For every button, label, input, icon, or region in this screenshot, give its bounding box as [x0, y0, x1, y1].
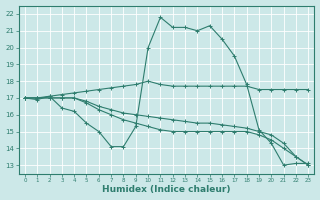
X-axis label: Humidex (Indice chaleur): Humidex (Indice chaleur) [102, 185, 231, 194]
